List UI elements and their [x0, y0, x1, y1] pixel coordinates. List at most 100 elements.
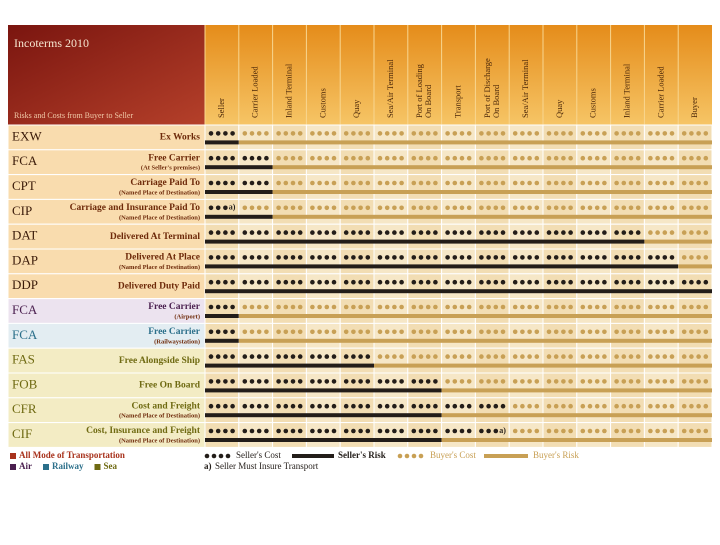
cost-dot — [411, 155, 417, 161]
cost-dot — [534, 255, 540, 260]
cost-dot — [331, 379, 337, 384]
cost-dot — [223, 428, 228, 434]
cost-dots — [648, 329, 675, 335]
cost-dot — [614, 279, 619, 285]
cost-dot — [546, 255, 552, 260]
cell — [542, 422, 578, 448]
seller-risk-bar — [205, 140, 239, 145]
cost-dot — [580, 279, 586, 285]
cost-dot — [230, 428, 235, 434]
column-header: Customs — [588, 88, 598, 118]
buyer-risk-bar — [441, 438, 712, 442]
cost-dot — [343, 428, 349, 434]
cost-dot — [411, 304, 417, 310]
cost-dot — [459, 354, 465, 359]
cell — [677, 347, 713, 374]
cost-dot — [399, 354, 404, 359]
cost-dot — [208, 131, 214, 136]
cell — [407, 372, 443, 399]
cost-dot — [256, 428, 262, 434]
cost-dot — [377, 205, 383, 211]
cost-dots — [208, 379, 235, 384]
cost-dot — [621, 304, 627, 310]
cell — [441, 397, 476, 424]
cost-dot — [256, 155, 262, 161]
cell — [204, 223, 240, 250]
cost-dot — [384, 155, 390, 161]
cost-dot — [681, 403, 687, 409]
cell — [305, 248, 341, 275]
cost-dots — [648, 205, 675, 211]
cell — [441, 273, 476, 300]
cost-dots — [681, 155, 709, 161]
cost-dot — [310, 255, 315, 260]
cost-dot — [669, 230, 675, 235]
cost-dot — [242, 155, 248, 161]
cost-dot — [614, 403, 619, 409]
cost-dot — [635, 155, 641, 161]
cost-dot — [561, 255, 566, 260]
cost-dot — [392, 428, 397, 434]
cost-dot — [587, 131, 593, 136]
cost-dot — [527, 230, 532, 235]
cost-dot — [594, 304, 600, 310]
cost-dot — [602, 304, 607, 310]
row-name: Cost, Insurance and Freight — [86, 426, 201, 436]
cost-dot — [433, 354, 438, 359]
cost-dot — [669, 428, 675, 434]
cost-dot — [242, 354, 248, 359]
cost-dot — [242, 180, 248, 186]
cell — [542, 223, 578, 250]
cost-dot — [418, 428, 424, 434]
cost-dot — [283, 205, 289, 211]
cost-dot — [635, 403, 641, 409]
cost-dot — [500, 354, 506, 359]
cost-dot — [425, 180, 431, 186]
cost-dot — [512, 329, 518, 335]
cost-dots — [343, 354, 371, 359]
cost-dots — [445, 230, 472, 235]
cell — [373, 149, 409, 176]
cost-dot — [317, 304, 322, 310]
cost-dot — [425, 329, 431, 335]
cost-dots — [512, 131, 540, 136]
cell — [339, 372, 375, 399]
cost-dot — [512, 279, 518, 285]
cost-dot — [534, 155, 540, 161]
cell — [610, 198, 645, 225]
cell — [576, 223, 612, 250]
cost-dot — [249, 304, 255, 310]
cost-dot — [425, 379, 431, 384]
cost-dot — [384, 329, 390, 335]
cost-dot — [343, 180, 349, 186]
cost-dot — [493, 403, 499, 409]
cost-dot — [425, 230, 431, 235]
cost-dot — [669, 205, 675, 211]
cost-dot — [343, 131, 349, 136]
cell — [508, 422, 544, 448]
cost-dot — [648, 155, 653, 161]
cost-dot — [377, 279, 383, 285]
cost-dot — [696, 428, 701, 434]
cost-dot — [479, 403, 484, 409]
cost-dot — [242, 205, 248, 211]
cost-dots — [242, 354, 269, 359]
column-header: Customs — [317, 88, 327, 118]
cost-dot — [365, 329, 371, 335]
cost-dots — [479, 131, 506, 136]
cell — [576, 372, 612, 399]
cost-dot — [689, 131, 694, 136]
cost-dot — [249, 180, 255, 186]
cost-dot — [297, 428, 303, 434]
cost-dots — [310, 255, 337, 260]
cost-dot — [486, 403, 491, 409]
row-name: Free Carrier — [148, 302, 201, 312]
cost-dot — [310, 428, 315, 434]
cell — [677, 198, 713, 225]
cost-dots — [310, 329, 337, 335]
cost-dot — [365, 379, 371, 384]
cost-dot — [655, 379, 660, 384]
seller-risk-bar — [205, 289, 712, 294]
cost-dot — [317, 379, 322, 384]
cost-dot — [331, 205, 337, 211]
